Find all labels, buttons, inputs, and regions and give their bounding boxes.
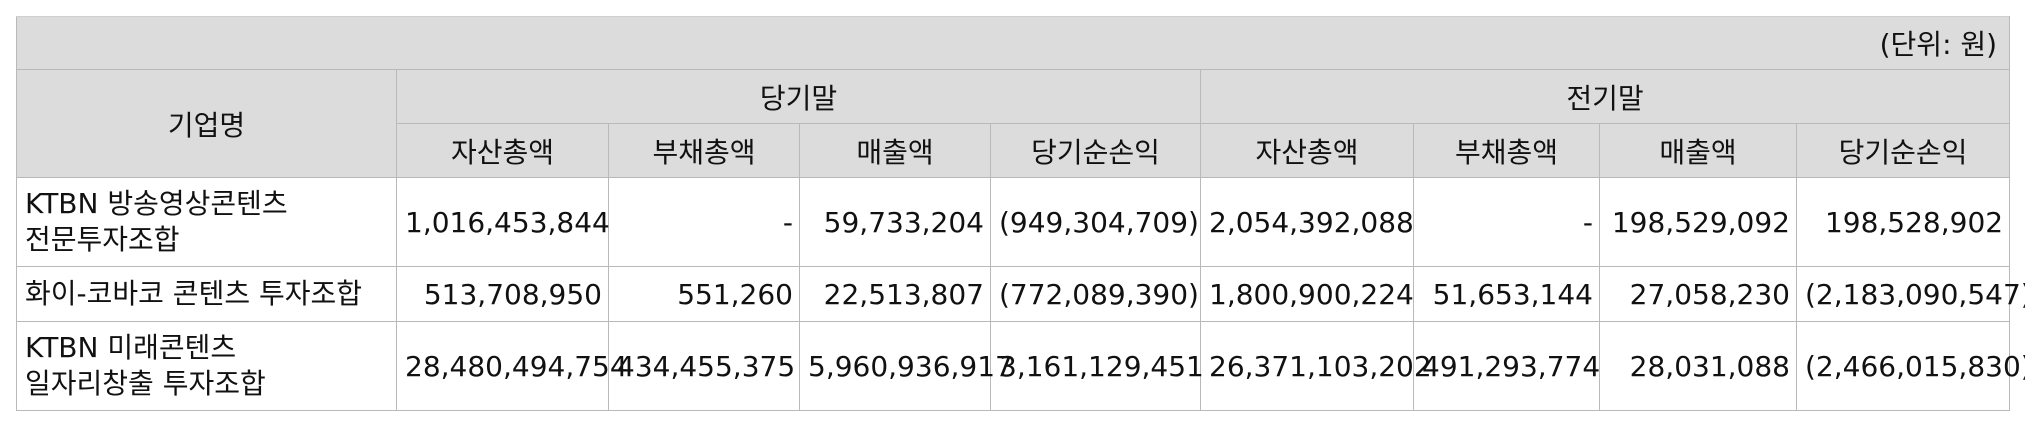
value-cell: 27,058,230 bbox=[1599, 266, 1797, 322]
value-cell: 28,480,494,754 bbox=[396, 321, 628, 411]
col-header-revenue: 매출액 bbox=[1599, 123, 1797, 178]
financial-table-container: (단위: 원) 기업명 당기말 전기말 자산총액 부채총액 매출액 당기순손익 … bbox=[15, 16, 2025, 411]
company-name-line: 일자리창출 투자조합 bbox=[25, 367, 266, 400]
company-name-line: KTBN 미래콘텐츠 bbox=[25, 331, 237, 365]
value-cell: (2,183,090,547) bbox=[1795, 266, 2025, 322]
col-header-revenue: 매출액 bbox=[799, 123, 991, 178]
col-header-total-liabilities: 부채총액 bbox=[1413, 123, 1600, 178]
company-name-cell: 화이-코바코 콘텐츠 투자조합 bbox=[16, 266, 397, 322]
value-cell: 26,371,103,202 bbox=[1200, 321, 1432, 411]
value-cell: 434,455,375 bbox=[608, 321, 800, 411]
header-subcolumn-row: 자산총액 부채총액 매출액 당기순손익 자산총액 부채총액 매출액 당기순손익 bbox=[17, 123, 2011, 178]
current-period-header: 당기말 bbox=[396, 69, 1201, 124]
company-name-line: KTBN 방송영상콘텐츠 bbox=[25, 187, 288, 221]
company-name-cell: KTBN 방송영상콘텐츠 전문투자조합 bbox=[16, 177, 397, 267]
value-cell: - bbox=[608, 177, 800, 267]
table-row: KTBN 미래콘텐츠 일자리창출 투자조합 28,480,494,754 434… bbox=[16, 321, 2025, 411]
company-name-line: 화이-코바코 콘텐츠 투자조합 bbox=[25, 277, 363, 311]
value-cell: 51,653,144 bbox=[1413, 266, 1600, 322]
company-name-cell: KTBN 미래콘텐츠 일자리창출 투자조합 bbox=[16, 321, 397, 411]
value-cell: 28,031,088 bbox=[1599, 321, 1797, 411]
value-cell: - bbox=[1413, 177, 1600, 267]
unit-row: (단위: 원) bbox=[15, 16, 2011, 70]
value-cell: 1,800,900,224 bbox=[1200, 266, 1414, 322]
table-row: KTBN 방송영상콘텐츠 전문투자조합 1,016,453,844 - 59,7… bbox=[16, 177, 2011, 267]
unit-label: (단위: 원) bbox=[15, 16, 2011, 70]
value-cell: 22,513,807 bbox=[799, 266, 991, 322]
value-cell: 551,260 bbox=[608, 266, 800, 322]
col-header-total-liabilities: 부채총액 bbox=[608, 123, 800, 178]
prior-period-header: 전기말 bbox=[1199, 69, 2011, 124]
value-cell: 1,016,453,844 bbox=[396, 177, 610, 267]
value-cell: (949,304,709) bbox=[990, 177, 1201, 267]
col-header-net-income: 당기순손익 bbox=[990, 123, 1201, 178]
col-header-total-assets: 자산총액 bbox=[1200, 123, 1414, 178]
financial-summary-table: (단위: 원) 기업명 당기말 전기말 자산총액 부채총액 매출액 당기순손익 … bbox=[15, 16, 2025, 411]
value-cell: 5,960,936,917 bbox=[799, 321, 1013, 411]
value-cell: 513,708,950 bbox=[396, 266, 609, 322]
col-header-net-income: 당기순손익 bbox=[1795, 123, 2011, 178]
header-group-row: 기업명 당기말 전기말 bbox=[16, 69, 2011, 178]
value-cell: 2,054,392,088 bbox=[1200, 177, 1414, 267]
value-cell: (772,089,390) bbox=[990, 266, 1201, 322]
company-name-line: 전문투자조합 bbox=[25, 223, 180, 256]
value-cell: 198,528,902 bbox=[1795, 177, 2011, 267]
value-cell: 59,733,204 bbox=[799, 177, 991, 267]
company-name-header: 기업명 bbox=[16, 69, 397, 178]
value-cell: 3,161,129,451 bbox=[990, 321, 1204, 411]
table-row: 화이-코바코 콘텐츠 투자조합 513,708,950 551,260 22,5… bbox=[16, 266, 2025, 322]
value-cell: 198,529,092 bbox=[1599, 177, 1797, 267]
value-cell: (2,466,015,830) bbox=[1795, 321, 2025, 411]
col-header-total-assets: 자산총액 bbox=[396, 123, 609, 178]
value-cell: 491,293,774 bbox=[1413, 321, 1600, 411]
